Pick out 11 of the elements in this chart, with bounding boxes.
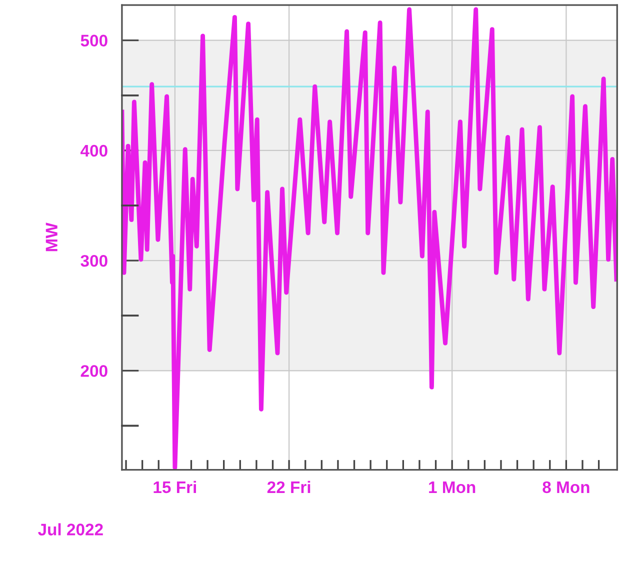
x-axis-title: Jul 2022 — [38, 523, 103, 536]
x-tick-label: 8 Mon — [542, 481, 590, 494]
x-tick-label: 15 Fri — [154, 480, 196, 494]
y-tick-label: 300 — [80, 254, 108, 267]
x-tick-label: 22 Fri — [267, 480, 310, 493]
x-tick-label: 1 Mon — [429, 482, 476, 494]
line-series — [122, 7, 618, 470]
y-tick-label: 200 — [80, 365, 108, 377]
y-tick-label: 400 — [80, 144, 108, 157]
y-tick-label: 500 — [80, 34, 108, 47]
y-axis-title: MW — [46, 222, 58, 252]
